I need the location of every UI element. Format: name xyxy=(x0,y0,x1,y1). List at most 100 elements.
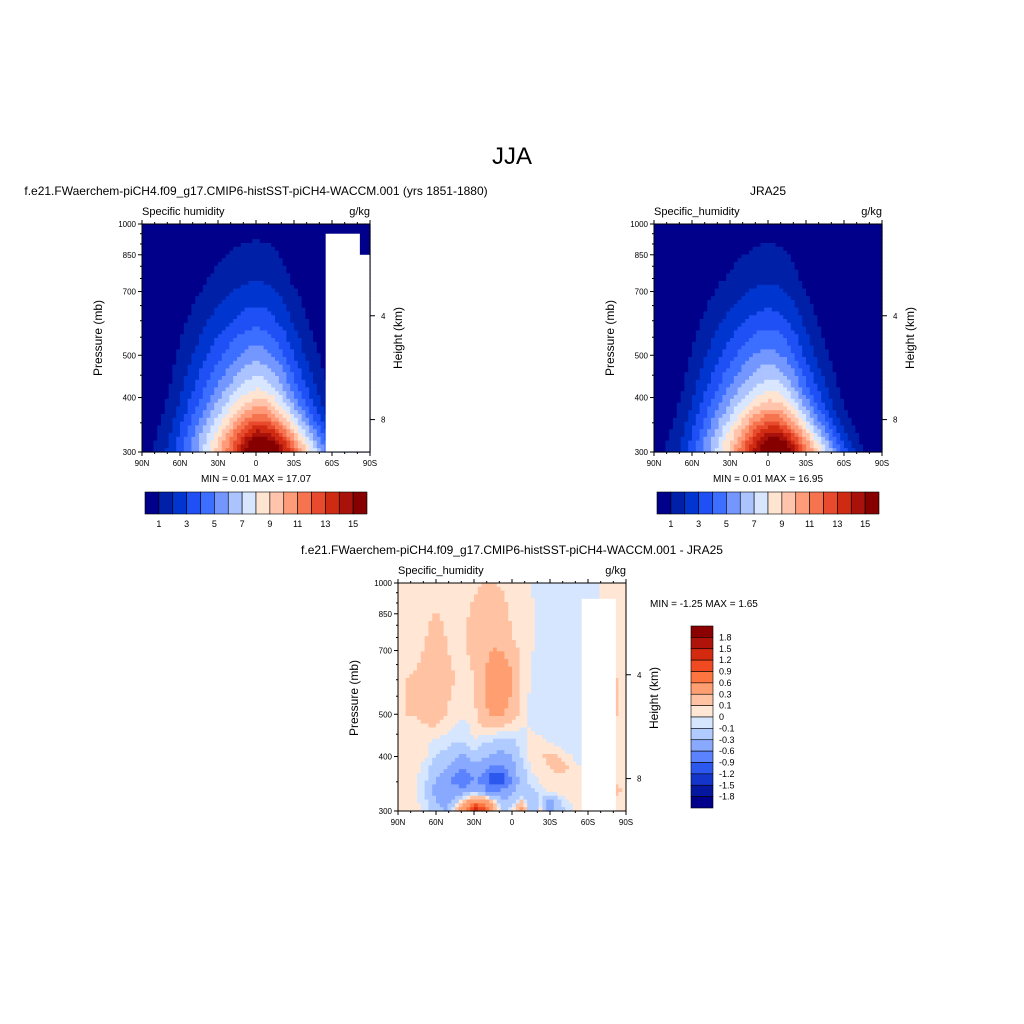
contour-cell xyxy=(669,269,674,274)
contour-cell xyxy=(703,227,708,233)
contour-cell xyxy=(218,448,223,453)
contour-cell xyxy=(863,273,868,278)
contour-cell xyxy=(787,269,792,274)
contour-cell xyxy=(221,444,227,449)
contour-cell xyxy=(206,273,211,278)
contour-cell xyxy=(733,300,739,305)
contour-cell xyxy=(366,231,371,236)
contour-cell xyxy=(313,281,318,286)
contour-cell xyxy=(290,372,295,377)
contour-cell xyxy=(290,224,295,229)
contour-cell xyxy=(874,281,879,286)
contour-cell xyxy=(771,235,777,240)
contour-cell xyxy=(870,227,875,233)
contour-cell xyxy=(153,440,158,445)
contour-cell xyxy=(187,273,192,278)
contour-cell xyxy=(313,322,318,328)
contour-cell xyxy=(149,254,154,259)
contour-cell xyxy=(309,231,314,236)
contour-cell xyxy=(191,364,196,369)
contour-cell xyxy=(859,235,864,240)
contour-cell xyxy=(221,372,227,377)
contour-cell xyxy=(684,254,689,259)
contour-cell xyxy=(267,319,272,324)
contour-cell xyxy=(745,231,750,236)
contour-cell xyxy=(275,383,280,388)
contour-cell xyxy=(176,341,181,347)
contour-cell xyxy=(676,265,682,271)
contour-cell xyxy=(183,421,189,426)
contour-cell xyxy=(168,303,173,309)
contour-cell xyxy=(297,379,303,385)
contour-cell xyxy=(240,395,246,400)
contour-cell xyxy=(240,334,246,339)
contour-cell xyxy=(206,440,211,445)
contour-cell xyxy=(316,254,322,259)
contour-cell xyxy=(316,421,322,426)
contour-cell xyxy=(297,338,303,343)
contour-cell xyxy=(756,235,761,240)
contour-cell xyxy=(168,360,173,366)
contour-cell xyxy=(248,395,253,400)
contour-cell xyxy=(256,273,261,278)
contour-cell xyxy=(252,315,257,320)
contour-cell xyxy=(309,258,314,263)
contour-cell xyxy=(202,341,208,347)
contour-cell xyxy=(305,315,310,320)
contour-cell xyxy=(718,239,723,244)
contour-cell xyxy=(703,277,708,282)
contour-cell xyxy=(153,288,158,293)
contour-cell xyxy=(688,269,693,274)
contour-cell xyxy=(153,224,158,229)
contour-cell xyxy=(286,303,291,309)
contour-cell xyxy=(267,357,272,362)
contour-cell xyxy=(878,250,883,255)
contour-cell xyxy=(233,414,238,419)
contour-cell xyxy=(275,258,280,263)
contour-cell xyxy=(183,425,189,430)
contour-cell xyxy=(832,277,837,282)
contour-cell xyxy=(290,281,295,286)
contour-cell xyxy=(294,239,299,244)
contour-cell xyxy=(183,265,189,271)
contour-cell xyxy=(271,364,276,369)
contour-cell xyxy=(768,277,773,282)
contour-cell xyxy=(654,284,659,290)
contour-cell xyxy=(199,360,204,366)
contour-cell xyxy=(275,376,280,381)
contour-cell xyxy=(657,288,663,293)
contour-cell xyxy=(244,284,249,290)
contour-cell xyxy=(142,330,147,335)
contour-cell xyxy=(301,387,306,392)
contour-cell xyxy=(153,239,158,244)
contour-cell xyxy=(855,269,860,274)
contour-cell xyxy=(157,311,162,316)
contour-cell xyxy=(316,341,322,347)
contour-cell xyxy=(225,433,230,438)
contour-cell xyxy=(290,322,295,328)
contour-cell xyxy=(768,239,773,244)
contour-cell xyxy=(844,235,849,240)
contour-cell xyxy=(866,296,872,301)
contour-cell xyxy=(673,258,678,263)
contour-cell xyxy=(221,395,227,400)
contour-cell xyxy=(183,258,189,263)
contour-cell xyxy=(294,319,299,324)
contour-cell xyxy=(161,353,166,358)
contour-cell xyxy=(301,254,306,259)
contour-cell xyxy=(275,265,280,271)
contour-cell xyxy=(878,288,883,293)
contour-cell xyxy=(164,391,170,396)
contour-cell xyxy=(267,425,272,430)
contour-cell xyxy=(794,262,799,267)
contour-cell xyxy=(305,448,310,453)
contour-cell xyxy=(286,395,291,400)
contour-cell xyxy=(714,269,720,274)
contour-cell xyxy=(263,292,268,297)
contour-cell xyxy=(191,284,196,290)
contour-cell xyxy=(733,224,739,229)
contour-cell xyxy=(263,273,268,278)
contour-cell xyxy=(726,258,731,263)
contour-cell xyxy=(844,243,849,248)
contour-cell xyxy=(855,227,860,233)
